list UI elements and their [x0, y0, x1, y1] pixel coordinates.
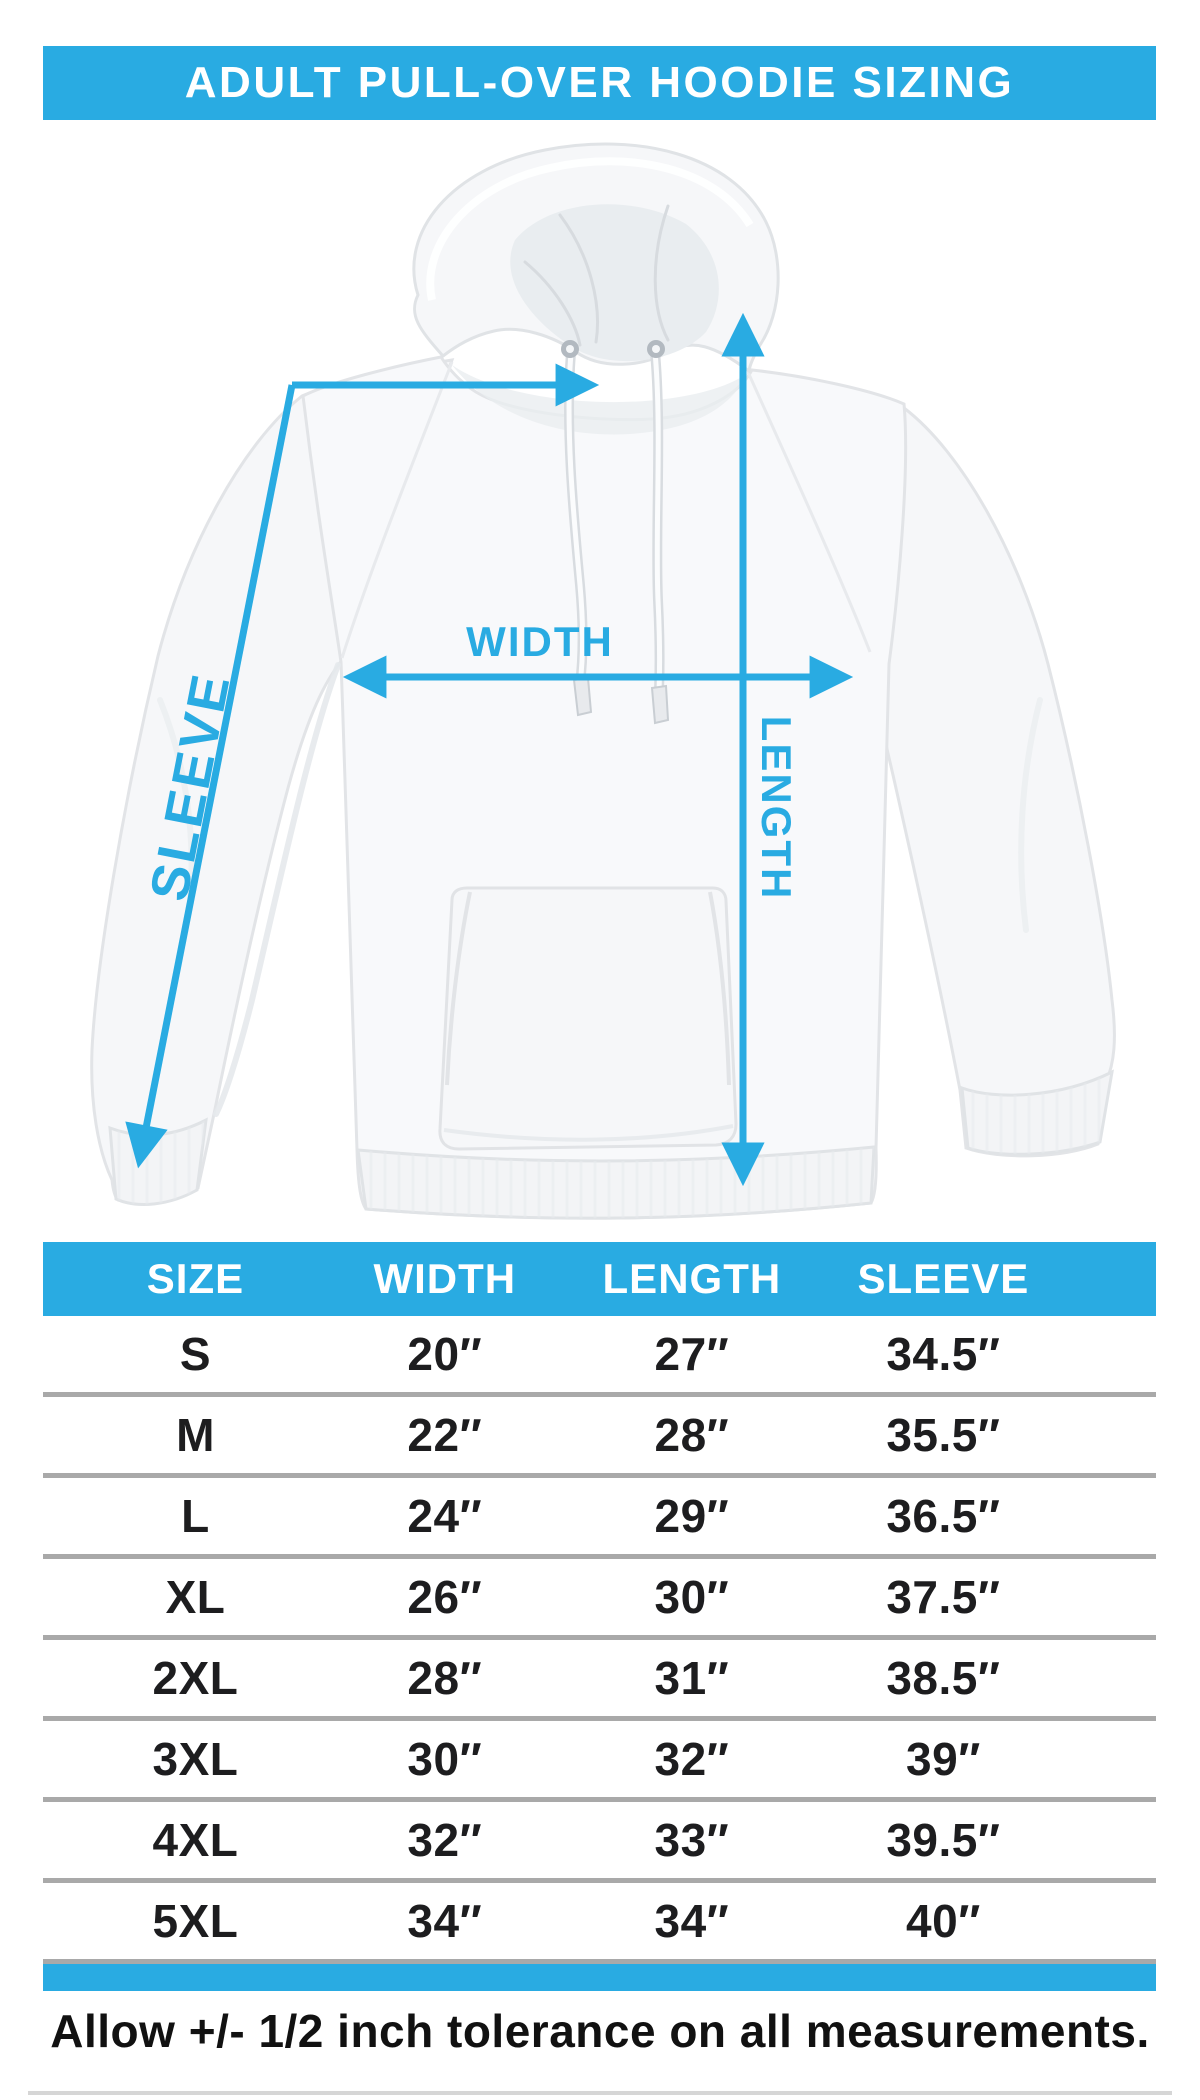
hoodie-illustration [90, 142, 1116, 1220]
table-row: M 22″ 28″ 35.5″ [43, 1397, 1156, 1478]
measurement-arrows [125, 312, 854, 1187]
table-footer-bar [43, 1964, 1156, 1991]
table-cell: 20″ [407, 1328, 483, 1380]
header-cell-length: LENGTH [602, 1255, 782, 1302]
table-cell: 34″ [654, 1895, 730, 1947]
table-cell: 30″ [407, 1733, 483, 1785]
table-cell: XL [165, 1571, 226, 1623]
collar-shadow [452, 365, 748, 435]
size-chart-header: SIZE WIDTH LENGTH SLEEVE [43, 1242, 1156, 1316]
pocket-bottom-shadow [443, 1124, 734, 1142]
raglan-seam-right [746, 371, 872, 653]
table-cell: 31″ [654, 1652, 730, 1704]
table-cell: 22″ [407, 1409, 483, 1461]
fold-shadow [1018, 697, 1043, 933]
header-cell-size: SIZE [146, 1255, 245, 1302]
size-chart: SIZE WIDTH LENGTH SLEEVE S 20″ 27″ 34.5″… [43, 1242, 1156, 1991]
pocket-opening-right [708, 891, 731, 1086]
aglet-left [572, 676, 593, 717]
hoodie-diagram: WIDTH LENGTH SLEEVE [90, 142, 1116, 1220]
sleeve-inner-shadow [213, 662, 341, 1117]
table-row: 2XL 28″ 31″ 38.5″ [43, 1640, 1156, 1721]
table-row: XL 26″ 30″ 37.5″ [43, 1559, 1156, 1640]
hood-fold [653, 204, 670, 342]
length-label: LENGTH [753, 716, 800, 901]
table-cell: 37.5″ [886, 1571, 1001, 1623]
table-cell: M [176, 1409, 215, 1461]
table-row: 3XL 30″ 32″ 39″ [43, 1721, 1156, 1802]
table-cell: 34.5″ [886, 1328, 1001, 1380]
table-cell: S [179, 1328, 212, 1380]
pocket-opening-left [445, 891, 472, 1086]
table-cell: 29″ [654, 1490, 730, 1542]
table-cell: 2XL [152, 1652, 239, 1704]
table-cell: 34″ [407, 1895, 483, 1947]
aglet-right [650, 684, 670, 725]
raglan-seam-left [340, 361, 454, 659]
table-cell: 5XL [152, 1895, 239, 1947]
tolerance-note: Allow +/- 1/2 inch tolerance on all meas… [50, 2005, 1150, 2057]
table-row: L 24″ 29″ 36.5″ [43, 1478, 1156, 1559]
hood-fold [523, 260, 582, 347]
hood-fold [558, 213, 599, 344]
right-cuff-rib [962, 1072, 1112, 1155]
hood-rim-highlight [426, 157, 754, 301]
table-cell: 39.5″ [886, 1814, 1001, 1866]
table-cell: L [181, 1490, 210, 1542]
table-cell: 24″ [407, 1490, 483, 1542]
table-cell: 35.5″ [886, 1409, 1001, 1461]
table-cell: 39″ [906, 1733, 981, 1785]
table-row: 5XL 34″ 34″ 40″ [43, 1883, 1156, 1964]
header-cell-width: WIDTH [373, 1255, 517, 1302]
table-cell: 27″ [654, 1328, 730, 1380]
kangaroo-pocket [438, 886, 738, 1151]
page-title: ADULT PULL-OVER HOODIE SIZING [184, 58, 1015, 107]
table-cell: 32″ [407, 1814, 483, 1866]
table-cell: 40″ [906, 1895, 981, 1947]
hood-opening [510, 204, 719, 362]
header-cell-sleeve: SLEEVE [857, 1255, 1030, 1302]
table-cell: 28″ [407, 1652, 483, 1704]
width-label: WIDTH [466, 618, 614, 665]
table-cell: 28″ [654, 1409, 730, 1461]
drawstrings [564, 347, 670, 725]
table-cell: 4XL [152, 1814, 239, 1866]
fold-shadow [157, 697, 195, 905]
title-banner: ADULT PULL-OVER HOODIE SIZING [43, 46, 1156, 120]
table-cell: 33″ [654, 1814, 730, 1866]
table-row: 4XL 32″ 33″ 39.5″ [43, 1802, 1156, 1883]
eyelets [561, 340, 665, 358]
table-cell: 30″ [654, 1571, 730, 1623]
table-row: S 20″ 27″ 34.5″ [43, 1316, 1156, 1397]
table-cell: 3XL [152, 1733, 239, 1785]
sleeve-arrow-diagonal [125, 384, 296, 1169]
table-cell: 32″ [654, 1733, 730, 1785]
table-cell: 36.5″ [886, 1490, 1001, 1542]
table-cell: 38.5″ [886, 1652, 1001, 1704]
bottom-divider [28, 2091, 1172, 2095]
table-cell: 26″ [407, 1571, 483, 1623]
